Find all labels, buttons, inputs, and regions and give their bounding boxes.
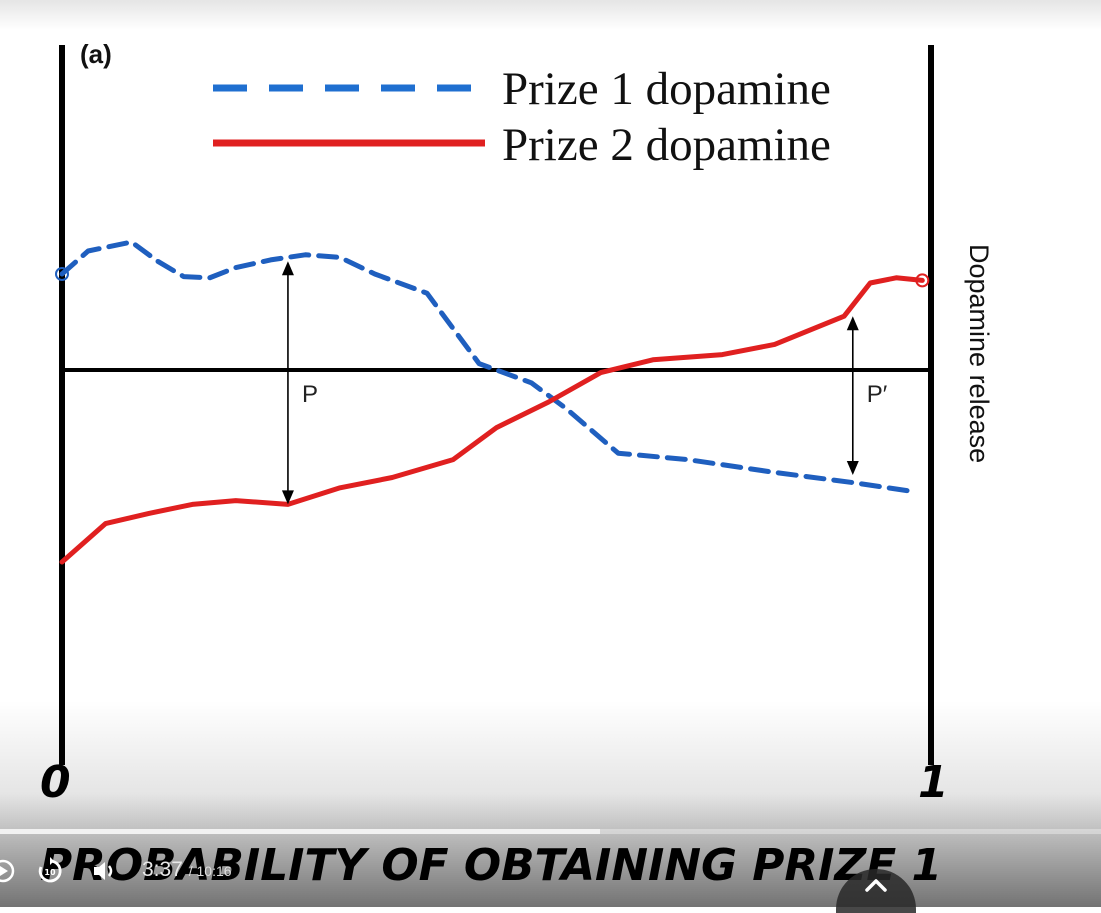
time-display: 3:37 / 10:16 (142, 858, 232, 882)
annotation-label-2: P′ (867, 381, 888, 408)
progress-bar[interactable] (0, 829, 1101, 834)
annotations: P P′ (281, 261, 888, 505)
duration: / 10:16 (188, 863, 232, 879)
series-line-prize1 (59, 239, 917, 495)
current-time: 3:37 (142, 858, 183, 881)
progress-played (0, 829, 601, 834)
right-axis-label: Dopamine release (964, 244, 994, 463)
annotation-arrowhead-1-2 (281, 490, 294, 505)
series-endpoint-marker-prize2 (915, 273, 930, 288)
series-line-prize2 (59, 275, 925, 565)
svg-text:10: 10 (44, 868, 56, 877)
annotation-arrowhead-2-2 (846, 460, 859, 475)
legend: Prize 1 dopamine Prize 2 dopamine (213, 63, 831, 171)
play-button[interactable] (0, 854, 20, 888)
annotation-label-1: P (302, 381, 318, 408)
series-layer (55, 239, 930, 565)
annotation-arrowhead-2-1 (846, 316, 859, 331)
volume-icon (94, 862, 113, 880)
legend-label-prize1: Prize 1 dopamine (502, 63, 831, 115)
series-endpoint-marker-prize1 (55, 267, 69, 281)
chevron-up-icon (865, 879, 887, 892)
replay-10-button[interactable]: 10 (33, 854, 67, 888)
legend-label-prize2: Prize 2 dopamine (502, 119, 831, 171)
x-end-label: 1 (918, 757, 949, 808)
play-icon (0, 859, 15, 883)
x-start-label: 0 (40, 757, 71, 808)
replay-10-icon: 10 (38, 857, 62, 883)
volume-button[interactable] (88, 854, 122, 888)
panel-label: (a) (80, 39, 112, 69)
annotation-arrowhead-1-1 (281, 261, 294, 276)
player-controls: 10 3:37 / 10:16 (0, 848, 1101, 894)
